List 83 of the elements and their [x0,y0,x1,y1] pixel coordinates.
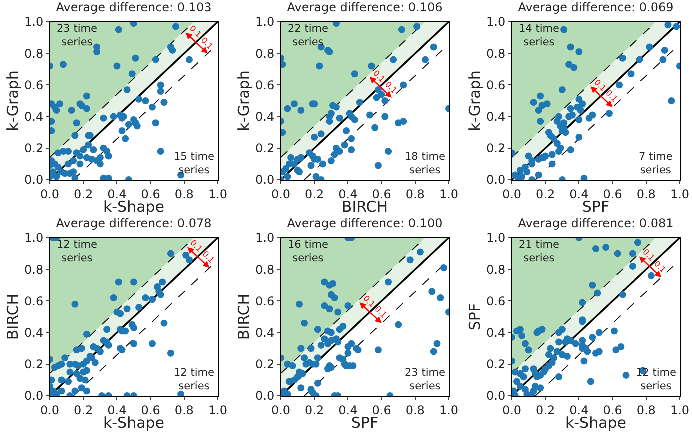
y-tick-label: 0.8 [24,46,44,61]
x-tick-label: 0.8 [636,187,656,202]
x-tick-label: 0.0 [502,403,522,418]
y-tick-label: 0.4 [486,326,506,340]
y-tick-label: 0.0 [486,173,506,188]
annotation: 21 time series [519,239,560,265]
y-tick-label: 1.0 [24,231,44,246]
y-tick-label: 0.2 [486,358,506,372]
chart-title: Average difference: 0.103 [56,0,212,15]
y-tick-label: 0.6 [486,78,506,92]
x-tick-label: 1.0 [439,403,459,418]
y-tick-label: 0.8 [256,262,275,277]
y-axis-title: BIRCH [234,294,253,340]
annotation: 15 time series [174,151,214,177]
x-tick-label: 0.2 [74,187,94,202]
y-tick-label: 0.6 [256,78,275,92]
x-tick-label: 0.2 [305,403,324,418]
x-tick-label: 0.0 [271,403,291,418]
annotation: 23 time series [405,367,446,393]
chart-title: Average difference: 0.100 [287,216,443,231]
y-axis-title: BIRCH [4,294,22,340]
x-tick-label: 1.0 [208,187,228,202]
x-tick-label: 0.8 [406,403,425,418]
y-tick-label: 0.6 [256,294,275,308]
chart-title: Average difference: 0.078 [56,216,212,231]
y-tick-label: 0.2 [24,142,44,156]
x-tick-label: 0.2 [74,403,94,418]
chart-title: Average difference: 0.069 [518,0,674,15]
y-tick-label: 1.0 [256,231,275,246]
x-tick-label: 0.2 [536,187,556,202]
x-tick-label: 1.0 [670,403,690,418]
y-tick-label: 1.0 [256,15,275,30]
x-tick-label: 0.2 [305,187,324,202]
annotation: 12 time series [174,367,214,393]
y-tick-label: 0.8 [256,46,275,61]
chart-title: Average difference: 0.081 [518,216,674,231]
y-tick-label: 0.6 [24,78,44,92]
annotation: 22 time series [288,23,328,49]
annotation: 16 time series [288,239,328,265]
y-tick-label: 0.2 [24,358,44,372]
x-tick-label: 1.0 [670,187,690,202]
y-tick-label: 0.0 [256,173,275,188]
x-tick-label: 0.8 [174,403,194,418]
annotation: 23 time series [57,23,98,49]
x-tick-label: 0.8 [636,403,656,418]
x-tick-label: 0.8 [174,187,194,202]
y-tick-label: 0.2 [486,142,506,156]
y-axis-title: k-Graph [234,70,253,132]
y-tick-label: 0.4 [486,110,506,124]
y-axis-title: k-Graph [466,70,484,132]
y-tick-label: 0.2 [256,358,275,372]
x-tick-label: 0.0 [40,403,60,418]
annotation: 7 time series [639,151,673,177]
annotation: 18 time series [405,151,446,177]
y-tick-label: 1.0 [486,231,506,246]
y-tick-label: 0.0 [24,173,44,188]
y-tick-label: 0.2 [256,142,275,156]
y-tick-label: 0.6 [24,294,44,308]
y-axis-title: k-Graph [4,70,22,132]
y-tick-label: 0.8 [24,262,44,277]
y-tick-label: 0.8 [486,262,506,277]
y-tick-label: 0.0 [24,389,44,404]
y-tick-label: 0.0 [256,389,275,404]
annotation: 14 time series [519,23,560,49]
x-tick-label: 0.0 [40,187,60,202]
y-tick-label: 0.8 [486,46,506,61]
y-tick-label: 0.4 [256,110,275,124]
y-tick-label: 0.4 [24,110,44,124]
chart-title: Average difference: 0.106 [287,0,443,15]
y-tick-label: 0.4 [256,326,275,340]
x-tick-label: 0.2 [536,403,556,418]
y-tick-label: 1.0 [486,15,506,30]
y-axis-title: SPF [466,303,484,331]
x-tick-label: 0.0 [271,187,291,202]
y-tick-label: 0.0 [486,389,506,404]
y-tick-label: 0.4 [24,326,44,340]
x-tick-label: 1.0 [208,403,228,418]
y-tick-label: 1.0 [24,15,44,30]
x-tick-label: 0.8 [406,187,425,202]
x-tick-label: 1.0 [439,187,459,202]
x-tick-label: 0.0 [502,187,522,202]
annotation: 12 time series [57,239,98,265]
y-tick-label: 0.6 [486,294,506,308]
